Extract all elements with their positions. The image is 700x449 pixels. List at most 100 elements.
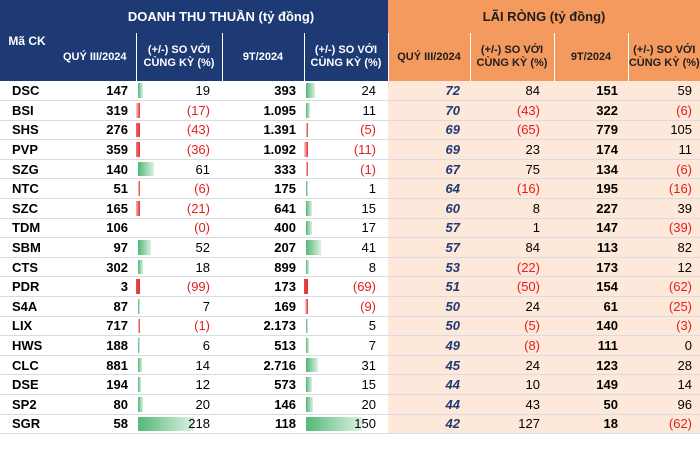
positive-change-bar <box>138 357 142 373</box>
negative-change-bar <box>136 142 140 157</box>
table-row: NTC 51 (6) 175 1 64 (16) 195 (16) <box>0 178 700 200</box>
positive-change-bar <box>306 357 318 373</box>
dt-q3-cell: 97 <box>54 237 136 258</box>
table-row: CLC 881 14 2.716 31 45 24 123 28 <box>0 355 700 376</box>
lr-9t-cell: 111 <box>554 335 628 356</box>
lr-q3-cell: 44 <box>388 374 470 395</box>
change-value: 8 <box>368 259 376 275</box>
lr-q3-change-cell: (65) <box>470 120 554 141</box>
lr-q3-cell: 42 <box>388 414 470 435</box>
table-row: BSI 319 (17) 1.095 11 70 (43) 322 (6) <box>0 100 700 121</box>
positive-change-bar <box>138 338 140 353</box>
change-value: (5) <box>360 122 376 138</box>
dt-9t-change-cell: 15 <box>304 374 388 395</box>
change-value: (6) <box>194 181 210 197</box>
dt-9t-change-cell: 5 <box>304 316 388 337</box>
lr-q3-cell: 70 <box>388 100 470 121</box>
positive-change-bar <box>306 318 308 334</box>
dt-q3-cell: 87 <box>54 296 136 317</box>
table-row: S4A 87 7 169 (9) 50 24 61 (25) <box>0 296 700 317</box>
change-value: (1) <box>194 318 210 334</box>
lr-9t-change-cell: 39 <box>628 198 700 219</box>
lr-q3-change-cell: (16) <box>470 178 554 200</box>
positive-change-bar <box>306 181 308 197</box>
positive-change-bar <box>306 83 315 99</box>
dt-q3-header: QUÝ III/2024 <box>54 33 137 81</box>
table-row: TDM 106 (0) 400 17 57 1 147 (39) <box>0 218 700 239</box>
change-value: 5 <box>368 318 376 334</box>
dt-9t-header: 9T/2024 <box>222 33 305 81</box>
negative-change-bar <box>136 122 140 138</box>
change-value: (69) <box>352 279 376 295</box>
lr-9t-change-cell: 105 <box>628 120 700 141</box>
positive-change-bar <box>306 338 309 353</box>
positive-change-bar <box>306 259 309 275</box>
change-value: 11 <box>362 102 377 118</box>
change-value: (17) <box>186 102 210 118</box>
dt-9t-change-header: (+/-) SO VỚI CÙNG KỲ (%) <box>304 33 389 81</box>
dt-9t-change-cell: 15 <box>304 198 388 219</box>
table-row: LIX 717 (1) 2.173 5 50 (5) 140 (3) <box>0 316 700 337</box>
lr-9t-cell: 134 <box>554 159 628 180</box>
lr-9t-change-cell: (3) <box>628 316 700 337</box>
lr-q3-cell: 72 <box>388 81 470 102</box>
dt-q3-change-cell: (6) <box>136 178 222 200</box>
lr-9t-cell: 173 <box>554 257 628 278</box>
dt-q3-change-cell: 18 <box>136 257 222 278</box>
dt-q3-change-cell: (43) <box>136 120 222 141</box>
lr-9t-change-cell: 82 <box>628 237 700 258</box>
positive-change-bar <box>138 377 142 392</box>
lr-q3-change-cell: 75 <box>470 159 554 180</box>
lr-q3-header: QUÝ III/2024 <box>388 33 471 81</box>
lr-q3-cell: 60 <box>388 198 470 219</box>
dt-9t-cell: 1.095 <box>222 100 304 121</box>
positive-change-bar <box>138 83 143 99</box>
dt-9t-change-cell: 31 <box>304 355 388 376</box>
lr-q3-cell: 64 <box>388 178 470 200</box>
dt-q3-change-cell: 20 <box>136 394 222 415</box>
ticker-cell: DSE <box>0 374 54 395</box>
lr-9t-cell: 151 <box>554 81 628 102</box>
ticker-cell: SGR <box>0 414 54 435</box>
lr-9t-cell: 61 <box>554 296 628 317</box>
dt-9t-cell: 333 <box>222 159 304 180</box>
lr-q3-cell: 67 <box>388 159 470 180</box>
dt-q3-change-cell: 12 <box>136 374 222 395</box>
dt-q3-cell: 3 <box>54 276 136 298</box>
negative-change-bar <box>306 122 308 138</box>
lr-9t-change-cell: 59 <box>628 81 700 102</box>
lr-q3-cell: 69 <box>388 120 470 141</box>
dt-q3-change-cell: (99) <box>136 276 222 298</box>
dt-9t-change-cell: (69) <box>304 276 388 298</box>
dt-9t-cell: 169 <box>222 296 304 317</box>
negative-change-bar <box>304 142 308 157</box>
change-value: (11) <box>353 142 376 158</box>
change-value: (9) <box>360 298 376 314</box>
change-value: 6 <box>202 338 210 354</box>
negative-change-bar <box>136 279 140 295</box>
lr-q3-change-cell: 8 <box>470 198 554 219</box>
lr-9t-header: 9T/2024 <box>554 33 629 81</box>
table-row: CTS 302 18 899 8 53 (22) 173 12 <box>0 257 700 278</box>
dt-q3-change-cell: (21) <box>136 198 222 219</box>
lr-9t-cell: 123 <box>554 355 628 376</box>
table-row: DSC 147 19 393 24 72 84 151 59 <box>0 81 700 102</box>
lr-9t-change-cell: 11 <box>628 139 700 160</box>
lr-9t-cell: 322 <box>554 100 628 121</box>
lr-q3-change-cell: 84 <box>470 237 554 258</box>
ticker-cell: CTS <box>0 257 54 278</box>
negative-change-bar <box>136 201 140 216</box>
negative-change-bar <box>306 161 308 177</box>
doanh-thu-section-title: DOANH THU THUẦN (tỷ đồng) <box>54 0 388 33</box>
table-row: SZC 165 (21) 641 15 60 8 227 39 <box>0 198 700 219</box>
positive-change-bar <box>138 397 144 412</box>
positive-change-bar <box>306 397 314 412</box>
ticker-cell: SP2 <box>0 394 54 415</box>
dt-9t-change-cell: 24 <box>304 81 388 102</box>
lr-q3-change-cell: (22) <box>470 257 554 278</box>
change-value: (0) <box>194 220 210 236</box>
positive-change-bar <box>306 220 313 236</box>
dt-q3-change-cell: (36) <box>136 139 222 160</box>
ticker-header: Mã CK <box>0 0 54 81</box>
dt-q3-cell: 302 <box>54 257 136 278</box>
